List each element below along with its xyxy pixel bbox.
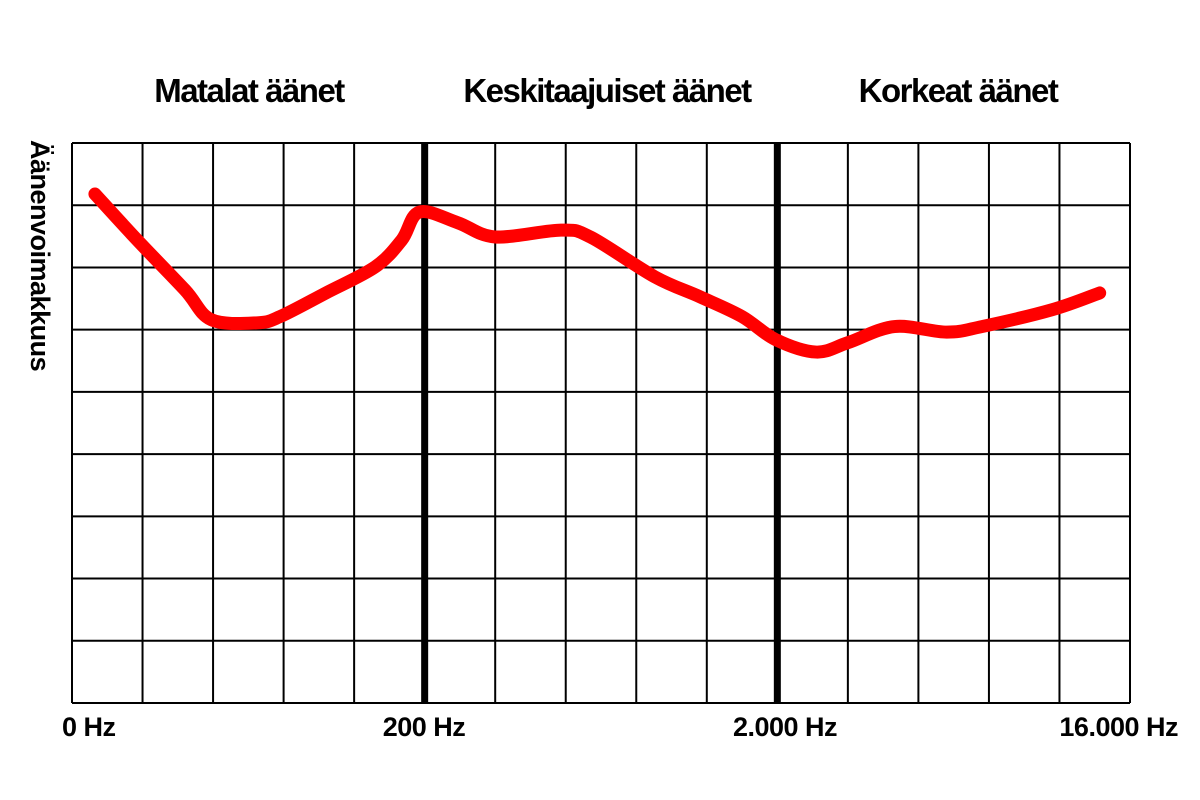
- y-axis-label: Äänenvoimakkuus: [25, 140, 55, 372]
- x-tick-label-2000: 2.000 Hz: [732, 712, 838, 742]
- band-label-low: Matalat äänet: [154, 72, 345, 109]
- band-label-mid: Keskitaajuiset äänet: [463, 72, 752, 109]
- x-tick-label-200: 200 Hz: [382, 712, 466, 742]
- x-tick-label-16000: 16.000 Hz: [1059, 712, 1178, 742]
- series-line: [88, 187, 1107, 359]
- x-tick-label-0: 0 Hz: [62, 712, 116, 742]
- band-label-high: Korkeat äänet: [858, 72, 1059, 109]
